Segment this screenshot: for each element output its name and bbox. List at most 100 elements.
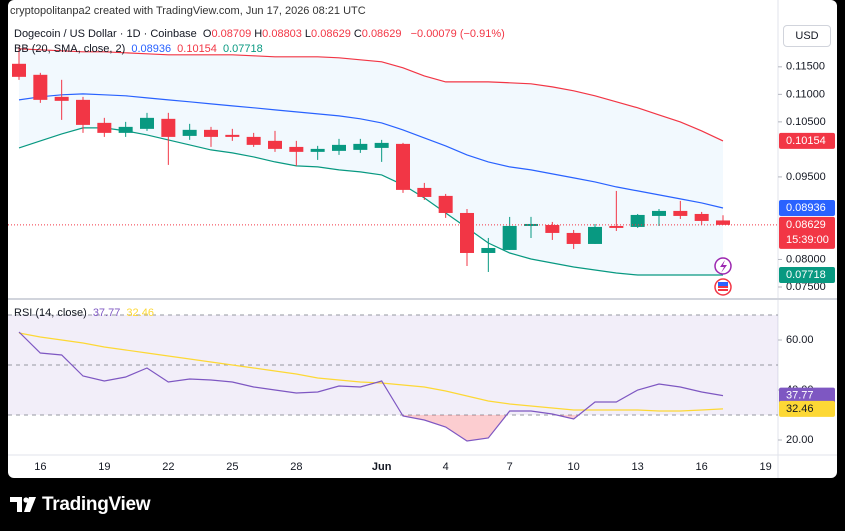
change: −0.00079 (−0.91%) — [410, 28, 505, 40]
countdown: 15:39:00 — [786, 234, 829, 246]
candle-body — [310, 148, 325, 152]
candle-body — [694, 213, 709, 221]
candle-body — [353, 143, 368, 150]
x-tick-label: 16 — [34, 461, 46, 473]
candle-body — [225, 134, 240, 137]
bb-value: 0.10154 — [177, 43, 217, 55]
candle-body — [332, 144, 346, 151]
ohlc-value: 0.08709 — [211, 28, 252, 40]
x-tick-label: 13 — [632, 461, 644, 473]
x-tick-label: 28 — [290, 461, 302, 473]
logo-mark — [24, 497, 36, 512]
alert-icon-bolt — [720, 260, 727, 273]
x-tick-label: 22 — [162, 461, 174, 473]
event-icon-flag — [718, 282, 728, 286]
rsi-label: 32.46 — [786, 403, 814, 415]
rsi-label-box — [779, 400, 835, 417]
x-tick-label: 16 — [696, 461, 708, 473]
ohlc-values: O0.08709 H0.08803 L0.08629 C0.08629 — [203, 28, 405, 40]
price-label: 0.07718 — [786, 269, 826, 281]
candle-body — [609, 225, 624, 228]
rsi-label-box — [779, 387, 835, 404]
bb-value: 0.07718 — [222, 43, 263, 55]
candle-body — [246, 136, 261, 145]
y-tick-label: 0.11500 — [786, 61, 825, 73]
bb-line — [18, 93, 724, 209]
price-label-box — [779, 199, 835, 216]
candle-body — [438, 195, 453, 213]
candle-body — [12, 63, 26, 77]
y-tick-label: 0.11000 — [786, 88, 825, 100]
x-tick-label: Jun — [372, 461, 392, 473]
bb-line — [18, 48, 724, 142]
x-tick-label: 19 — [98, 461, 110, 473]
candle-body — [566, 232, 581, 244]
x-tick-label: 7 — [507, 461, 513, 473]
y-tick-label: 0.10500 — [786, 116, 826, 128]
candle-body — [545, 224, 560, 233]
rsi-line — [18, 331, 724, 442]
logo-mark — [23, 497, 29, 503]
y-tick-label: 0.07500 — [786, 281, 826, 293]
chart-area — [8, 0, 837, 478]
candle-body — [97, 122, 112, 133]
candle-body — [417, 187, 432, 197]
tv-logo — [10, 497, 36, 512]
candle-body — [673, 210, 688, 216]
logo-mark — [10, 497, 22, 512]
x-tick-label: 4 — [443, 461, 449, 473]
x-tick-label: 10 — [568, 461, 580, 473]
price-label: 0.08629 — [786, 219, 826, 231]
x-tick-label: 19 — [760, 461, 772, 473]
candle-body — [161, 118, 176, 137]
bb-legend: BB (20, SMA, close, 2) 0.08936 0.10154 0… — [14, 43, 266, 55]
ohlc-value: 0.08629 — [361, 28, 402, 40]
price-label: 0.10154 — [786, 135, 826, 147]
candle-body — [588, 226, 602, 244]
ohlc-label: L — [304, 28, 312, 40]
bb-title: BB (20, SMA, close, 2) — [14, 43, 126, 55]
candle-body — [481, 247, 496, 253]
icons — [714, 257, 732, 296]
y-tick-label: 0.08000 — [786, 253, 826, 265]
y-tick-label: 0.09500 — [786, 171, 826, 183]
footer-brand: TradingView — [42, 494, 151, 515]
candle-body — [54, 96, 69, 101]
ohlc-label: O — [202, 28, 212, 40]
candle-body — [76, 99, 90, 125]
y-tick-label: 60.00 — [786, 334, 814, 346]
candle-body — [33, 74, 48, 100]
ohlc-label: H — [254, 28, 263, 40]
ohlc-value: 0.08803 — [262, 28, 302, 40]
candle-body — [630, 214, 645, 227]
y-tick-label: 20.00 — [786, 434, 814, 446]
price-label-box — [779, 216, 835, 249]
ohlc-label: C — [353, 28, 362, 40]
price-label-box — [779, 266, 835, 283]
candle-body — [204, 129, 218, 137]
rsi-label: 37.77 — [786, 389, 814, 401]
candle-body — [716, 220, 730, 225]
header: cryptopolitanpa2 created with TradingVie… — [10, 5, 366, 17]
candle-body — [502, 225, 517, 250]
x-tick-label: 25 — [226, 461, 238, 473]
candle-body — [289, 146, 304, 152]
symbol-legend: Dogecoin / US Dollar · 1D · Coinbase O0.… — [14, 28, 508, 40]
candle-body — [396, 143, 410, 190]
price-label: 0.08936 — [786, 202, 826, 214]
bb-value: 0.08936 — [131, 43, 172, 55]
price-label-box — [779, 132, 835, 149]
candle-body — [182, 129, 197, 136]
rsi-value: 37.77 — [92, 307, 121, 319]
rsi-legend: RSI (14, close) 37.77 32.46 — [14, 307, 157, 319]
event-icon-flag — [718, 289, 728, 291]
bb-line — [18, 127, 723, 276]
currency-button[interactable]: USD — [783, 25, 831, 47]
rsi-line — [18, 332, 724, 412]
event-icon-flag — [718, 286, 728, 288]
candle-body — [374, 142, 389, 148]
candle-body — [268, 140, 282, 149]
rsi-title: RSI (14, close) — [14, 307, 87, 319]
